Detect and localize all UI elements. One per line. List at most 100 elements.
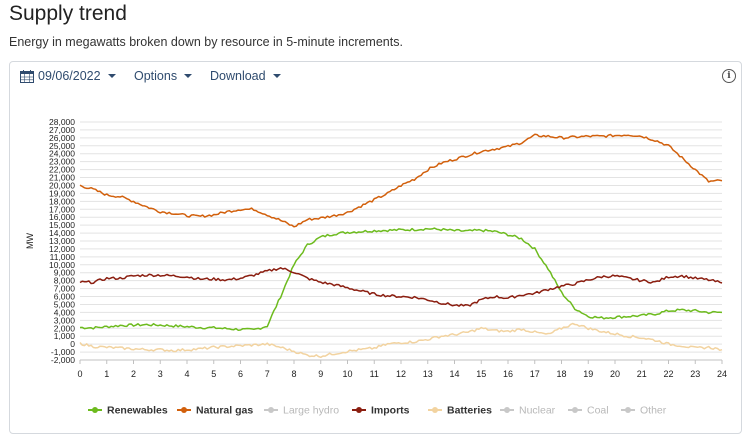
y-tick-label: -1,000: [51, 347, 75, 357]
legend-label: Renewables: [107, 405, 168, 417]
y-tick-label: 25,000: [49, 141, 75, 151]
x-tick-label: 12: [396, 369, 406, 379]
legend-item-imports[interactable]: Imports: [352, 405, 410, 417]
x-tick-label: 19: [583, 369, 593, 379]
y-tick-label: 23,000: [49, 157, 75, 167]
options-label: Options: [134, 69, 178, 83]
legend-label: Batteries: [447, 405, 492, 417]
legend-label: Nuclear: [519, 405, 556, 417]
legend-marker-dot: [432, 407, 438, 413]
y-tick-label: 10,000: [49, 260, 75, 270]
supply-trend-chart: -2,000-1,00001,0002,0003,0004,0005,0006,…: [25, 117, 727, 417]
y-axis-title: MW: [25, 233, 35, 249]
y-tick-label: 8,000: [54, 276, 76, 286]
x-tick-label: 22: [663, 369, 673, 379]
y-tick-label: 21,000: [49, 173, 75, 183]
calendar-icon: [20, 69, 34, 83]
x-tick-label: 24: [717, 369, 727, 379]
chart-grid: [79, 121, 723, 364]
legend-marker-dot: [504, 407, 510, 413]
chart-card: 09/06/2022 Options Download i -2,000 -1,0…: [9, 61, 742, 434]
series-line-renewables: [79, 227, 723, 332]
y-tick-label: 17,000: [49, 204, 75, 214]
legend-item-coal[interactable]: Coal: [568, 405, 609, 417]
legend-label: Large hydro: [283, 405, 339, 417]
series-line-imports: [79, 267, 723, 307]
y-tick-label: 16,000: [49, 212, 75, 222]
x-tick-label: 4: [184, 369, 189, 379]
y-tick-label: 15,000: [49, 220, 75, 230]
y-tick-label: 13,000: [49, 236, 75, 246]
series-line-natural-gas: [79, 133, 723, 228]
chevron-down-icon: [107, 74, 116, 78]
legend-item-renewables[interactable]: Renewables: [88, 405, 168, 417]
y-tick-label: 11,000: [50, 252, 76, 262]
x-tick-label: 6: [238, 369, 243, 379]
y-tick-label: 5,000: [54, 299, 76, 309]
chart-legend: Renewables Natural gas Large hydro Imports B…: [88, 405, 667, 417]
y-tick-label: 28,000: [49, 117, 75, 127]
legend-label: Other: [640, 405, 667, 417]
y-tick-label: 0: [70, 339, 75, 349]
legend-item-nuclear[interactable]: Nuclear: [500, 405, 556, 417]
legend-marker-dot: [268, 407, 274, 413]
legend-marker-dot: [572, 407, 578, 413]
y-tick-label: -2,000: [51, 355, 75, 365]
legend-item-large-hydro[interactable]: Large hydro: [264, 405, 339, 417]
y-tick-label: 3,000: [54, 315, 76, 325]
y-tick-label: 20,000: [49, 180, 75, 190]
x-tick-label: 13: [423, 369, 433, 379]
x-tick-label: 9: [318, 369, 323, 379]
legend-marker-dot: [625, 407, 631, 413]
download-menu-button[interactable]: Download: [210, 69, 281, 83]
x-tick-label: 11: [370, 369, 379, 379]
y-tick-label: 24,000: [49, 149, 75, 159]
page-subtitle: Energy in megawatts broken down by resou…: [9, 35, 403, 49]
x-tick-label: 15: [476, 369, 486, 379]
options-menu-button[interactable]: Options: [134, 69, 193, 83]
y-tick-label: 7,000: [54, 284, 76, 294]
legend-item-natural-gas[interactable]: Natural gas: [177, 405, 253, 417]
legend-marker-dot: [92, 407, 98, 413]
y-tick-label: 4,000: [54, 307, 76, 317]
y-tick-label: 19,000: [49, 188, 75, 198]
x-tick-label: 10: [342, 369, 352, 379]
date-picker-button[interactable]: 09/06/2022: [20, 69, 116, 83]
chart-toolbar: 09/06/2022 Options Download i: [10, 62, 741, 90]
x-tick-label: 14: [449, 369, 459, 379]
date-label: 09/06/2022: [38, 69, 101, 83]
series-line-batteries: [79, 322, 723, 359]
legend-item-other[interactable]: Other: [621, 405, 667, 417]
legend-marker-dot: [181, 407, 187, 413]
x-tick-label: 7: [265, 369, 270, 379]
x-tick-label: 17: [530, 369, 540, 379]
legend-item-batteries[interactable]: Batteries: [428, 405, 492, 417]
x-tick-label: 8: [291, 369, 296, 379]
chart-series: [79, 133, 723, 359]
y-tick-label: 2,000: [54, 323, 76, 333]
x-tick-label: 1: [104, 369, 109, 379]
y-tick-label: 12,000: [49, 244, 75, 254]
page-title: Supply trend: [9, 2, 127, 25]
legend-label: Imports: [371, 405, 410, 417]
chevron-down-icon: [272, 74, 281, 78]
x-tick-label: 16: [503, 369, 513, 379]
x-tick-label: 3: [158, 369, 163, 379]
x-tick-label: 5: [211, 369, 216, 379]
y-tick-label: 26,000: [49, 133, 75, 143]
x-tick-label: 20: [610, 369, 620, 379]
x-tick-label: 23: [690, 369, 700, 379]
y-tick-label: 1,000: [54, 331, 76, 341]
y-tick-label: 9,000: [54, 268, 76, 278]
legend-marker-dot: [356, 407, 362, 413]
x-tick-label: 2: [131, 369, 136, 379]
info-icon[interactable]: i: [722, 69, 736, 83]
legend-label: Natural gas: [196, 405, 253, 417]
x-tick-label: 0: [77, 369, 82, 379]
download-label: Download: [210, 69, 266, 83]
x-tick-label: 18: [556, 369, 566, 379]
y-tick-label: 18,000: [49, 196, 75, 206]
x-tick-label: 21: [637, 369, 647, 379]
legend-label: Coal: [587, 405, 609, 417]
y-tick-label: 6,000: [54, 292, 76, 302]
